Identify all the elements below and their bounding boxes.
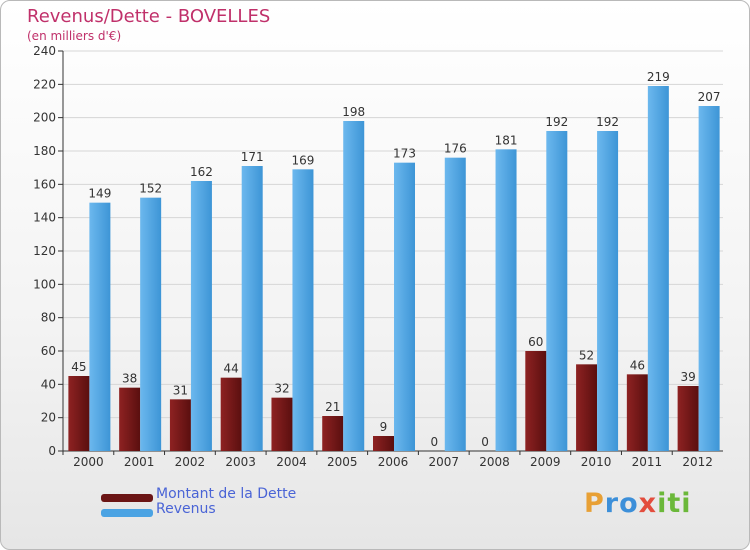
bar-revenus [647,86,669,451]
data-label-dette: 0 [430,435,438,449]
bar-revenus [495,149,517,452]
y-tick-label: 80 [41,311,56,325]
bar-dette [169,399,191,451]
bar-dette [677,386,699,451]
bar-revenus [190,181,212,451]
x-tick-label: 2012 [682,455,713,469]
data-label-revenus: 171 [241,150,264,164]
x-tick-label: 2000 [73,455,104,469]
data-label-dette: 31 [173,383,188,397]
data-label-dette: 39 [680,370,695,384]
data-label-dette: 21 [325,400,340,414]
x-tick-label: 2001 [124,455,155,469]
data-label-revenus: 149 [88,187,111,201]
y-tick-label: 140 [33,211,56,225]
data-label-revenus: 192 [596,115,619,129]
bar-revenus [343,121,365,451]
data-label-revenus: 162 [190,165,213,179]
data-label-dette: 32 [274,382,289,396]
x-tick-label: 2008 [479,455,510,469]
bar-revenus [394,162,415,451]
x-tick-label: 2007 [428,455,459,469]
data-label-dette: 44 [224,362,239,376]
legend-swatch-dette [101,494,153,502]
data-label-dette: 45 [71,360,86,374]
data-label-dette: 9 [380,420,388,434]
y-tick-label: 220 [33,77,56,91]
bar-dette [576,364,598,451]
data-label-revenus: 207 [698,90,721,104]
x-tick-label: 2003 [225,455,256,469]
data-label-dette: 46 [630,358,645,372]
bar-dette [119,387,141,451]
legend-swatch-revenus [101,509,153,517]
data-label-revenus: 181 [495,133,518,147]
x-tick-label: 2011 [632,455,663,469]
y-tick-label: 240 [33,44,56,58]
data-label-revenus: 219 [647,70,670,84]
bar-revenus [241,166,263,451]
x-tick-label: 2006 [378,455,409,469]
y-tick-label: 20 [41,411,56,425]
bar-dette [68,376,90,451]
bar-dette [271,397,293,451]
x-tick-label: 2004 [276,455,307,469]
data-label-revenus: 176 [444,142,467,156]
x-tick-label: 2010 [581,455,612,469]
y-tick-label: 60 [41,344,56,358]
bar-revenus [698,106,720,451]
y-tick-label: 180 [33,144,56,158]
x-tick-label: 2009 [530,455,561,469]
chart-title: Revenus/Dette - BOVELLES [27,6,271,27]
data-label-dette: 52 [579,348,594,362]
data-label-dette: 60 [528,335,543,349]
chart-subtitle: (en milliers d'€) [27,29,122,43]
data-label-dette: 0 [481,435,489,449]
bar-dette [220,377,242,451]
proxiti-logo: Proxiti [584,488,692,519]
x-tick-label: 2005 [327,455,358,469]
bar-dette [322,416,344,451]
bar-revenus [546,131,568,451]
y-tick-label: 0 [48,444,56,458]
data-label-revenus: 192 [545,115,568,129]
y-tick-label: 120 [33,244,56,258]
data-label-revenus: 169 [292,153,315,167]
data-label-dette: 38 [122,372,137,386]
bar-revenus [597,131,619,451]
bar-dette [373,436,394,451]
bar-revenus [292,169,314,452]
data-label-revenus: 173 [393,147,416,161]
data-label-revenus: 198 [342,105,365,119]
y-tick-label: 100 [33,277,56,291]
data-label-revenus: 152 [139,182,162,196]
bar-revenus [444,157,466,451]
bar-revenus [89,202,111,451]
y-tick-label: 200 [33,111,56,125]
bar-dette [626,374,648,451]
x-tick-label: 2002 [175,455,206,469]
y-tick-label: 160 [33,177,56,191]
legend-label-dette: Montant de la Dette [156,486,297,502]
y-tick-label: 40 [41,377,56,391]
bar-revenus [140,197,162,451]
legend-label-revenus: Revenus [156,501,216,517]
bar-dette [525,351,547,451]
